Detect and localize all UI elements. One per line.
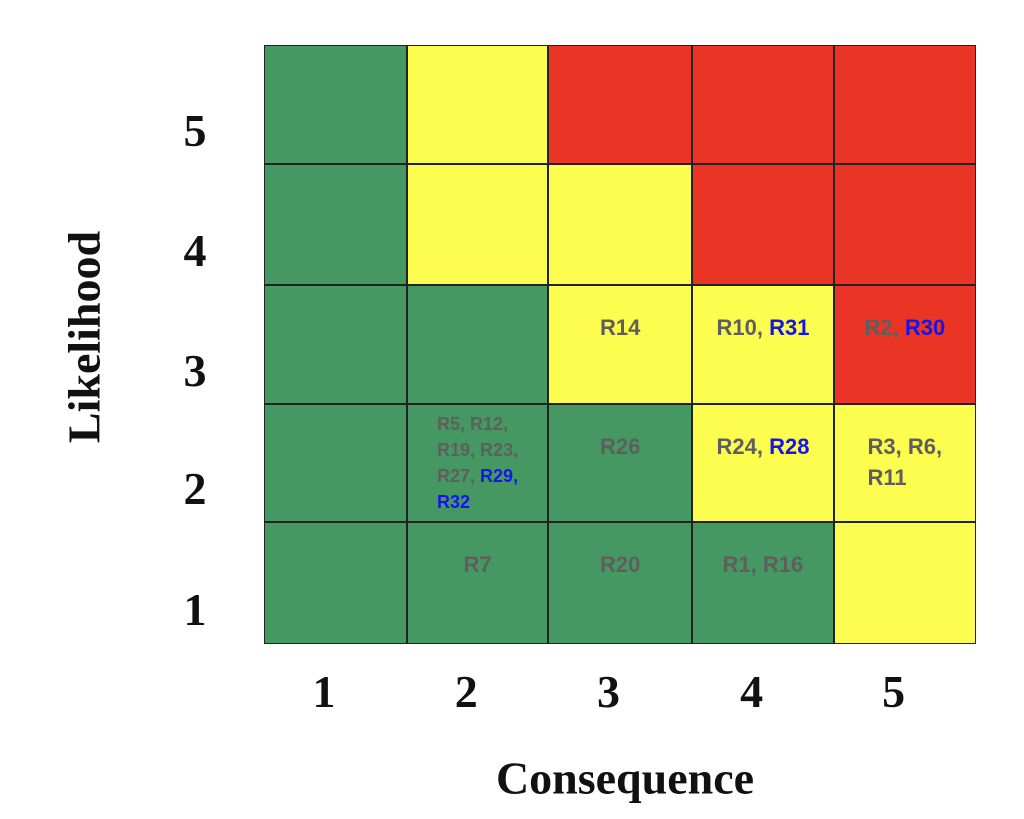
matrix-cell — [692, 285, 834, 404]
matrix-cell — [548, 404, 692, 522]
matrix-cell — [834, 285, 976, 404]
matrix-cell — [548, 45, 692, 164]
risk-id-label: R29, — [480, 466, 519, 487]
x-tick-label: 5 — [882, 666, 906, 717]
risk-id-label: R11 — [867, 464, 907, 490]
matrix-cell — [834, 164, 976, 285]
matrix-cell — [834, 45, 976, 164]
cell-risk-list: R26 — [600, 432, 640, 463]
risk-id-label: R3, — [867, 434, 902, 459]
cell-risk-list: R24, R28 — [717, 432, 810, 463]
risk-id-label: R24, — [716, 434, 763, 459]
matrix-cell — [692, 404, 834, 522]
cell-risk-list: R20 — [600, 550, 640, 581]
risk-id-label: R2, — [864, 315, 899, 340]
matrix-cell — [407, 404, 548, 522]
cell-risk-list: R2, R30 — [865, 313, 946, 344]
matrix-cell — [692, 164, 834, 285]
matrix-cell — [264, 285, 407, 404]
risk-id-label: R19, — [437, 440, 476, 461]
risk-id-label: R12, — [470, 414, 509, 434]
matrix-cell — [264, 404, 407, 522]
risk-id-label: R30 — [904, 315, 946, 340]
matrix-cell — [407, 45, 548, 164]
matrix-cell — [407, 164, 548, 285]
matrix-cell — [692, 522, 834, 644]
risk-id-label: R26 — [600, 434, 641, 459]
matrix-cell — [692, 45, 834, 164]
risk-id-label: R20 — [600, 552, 641, 577]
risk-id-label: R31 — [769, 315, 810, 340]
y-tick-label: 2 — [183, 462, 207, 514]
y-tick-label: 3 — [183, 344, 207, 396]
risk-id-label: R10, — [716, 315, 763, 340]
risk-id-label: R32 — [437, 492, 471, 513]
risk-id-label: R7 — [463, 552, 492, 577]
risk-id-label: R27, — [437, 466, 476, 487]
matrix-cell — [548, 522, 692, 644]
matrix-cell — [264, 164, 407, 285]
matrix-cell — [264, 45, 407, 164]
risk-id-label: R28 — [769, 434, 810, 459]
matrix-cell — [407, 285, 548, 404]
x-tick-label: 1 — [312, 666, 336, 717]
y-axis-label: Likelihood — [58, 230, 110, 444]
x-tick-label: 2 — [454, 666, 478, 717]
matrix-cell — [834, 404, 976, 522]
cell-risk-list: R1, R16 — [723, 550, 804, 581]
matrix-cell — [548, 285, 692, 404]
y-tick-label: 4 — [183, 225, 207, 277]
cell-risk-list: R10, R31 — [717, 313, 810, 344]
matrix-cell — [264, 522, 407, 644]
matrix-cell — [834, 522, 976, 644]
risk-id-label: R16 — [762, 552, 804, 577]
matrix-cell — [407, 522, 548, 644]
y-tick-label: 1 — [183, 583, 207, 635]
y-tick-label: 5 — [183, 104, 207, 156]
risk-id-label: R1, — [722, 552, 757, 577]
x-axis-label: Consequence — [495, 752, 755, 804]
matrix-cell — [548, 164, 692, 285]
risk-matrix-grid: R14 R10, R31 R2, R30 R5, R12, R19, R23, R27, … — [264, 45, 976, 644]
x-tick-label: 3 — [596, 666, 620, 717]
risk-id-label: R5, — [437, 414, 466, 434]
risk-id-label: R14 — [600, 315, 641, 340]
risk-id-label: R23, — [480, 440, 519, 461]
cell-risk-list: R14 — [600, 313, 640, 344]
cell-risk-list: R7 — [464, 550, 492, 581]
cell-risk-list: R3, R6, R11 — [868, 432, 943, 494]
x-tick-label: 4 — [740, 666, 764, 717]
cell-risk-list: R5, R12, R19, R23, R27, R29, R32 — [437, 411, 518, 515]
risk-id-label: R6, — [907, 434, 943, 459]
